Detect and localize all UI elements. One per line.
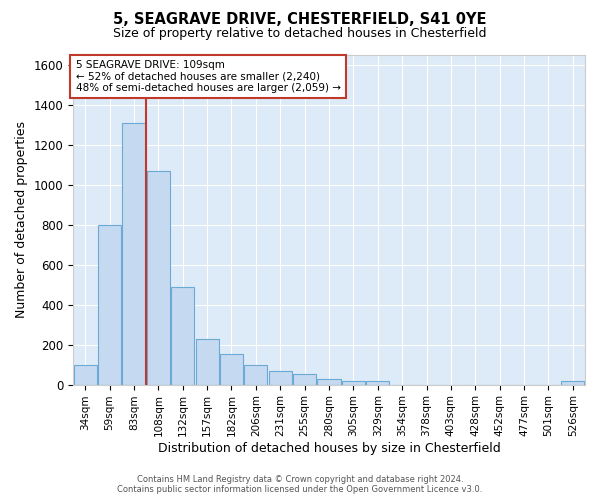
Bar (244, 364, 268, 384)
Text: Size of property relative to detached houses in Chesterfield: Size of property relative to detached ho… (113, 28, 487, 40)
Text: Contains HM Land Registry data © Crown copyright and database right 2024.
Contai: Contains HM Land Registry data © Crown c… (118, 474, 482, 494)
Bar (147, 171, 170, 384)
X-axis label: Distribution of detached houses by size in Chesterfield: Distribution of detached houses by size … (158, 442, 500, 455)
Y-axis label: Number of detached properties: Number of detached properties (15, 122, 28, 318)
Text: 5, SEAGRAVE DRIVE, CHESTERFIELD, S41 0YE: 5, SEAGRAVE DRIVE, CHESTERFIELD, S41 0YE (113, 12, 487, 28)
Bar (342, 380, 365, 384)
Bar (269, 370, 292, 384)
Bar (74, 364, 97, 384)
Bar (561, 380, 584, 384)
Bar (196, 338, 218, 384)
Bar (122, 123, 146, 384)
Bar (220, 354, 243, 384)
Bar (293, 374, 316, 384)
Bar (366, 380, 389, 384)
Bar (98, 225, 121, 384)
Text: 5 SEAGRAVE DRIVE: 109sqm
← 52% of detached houses are smaller (2,240)
48% of sem: 5 SEAGRAVE DRIVE: 109sqm ← 52% of detach… (76, 60, 341, 93)
Bar (317, 378, 341, 384)
Bar (171, 286, 194, 384)
